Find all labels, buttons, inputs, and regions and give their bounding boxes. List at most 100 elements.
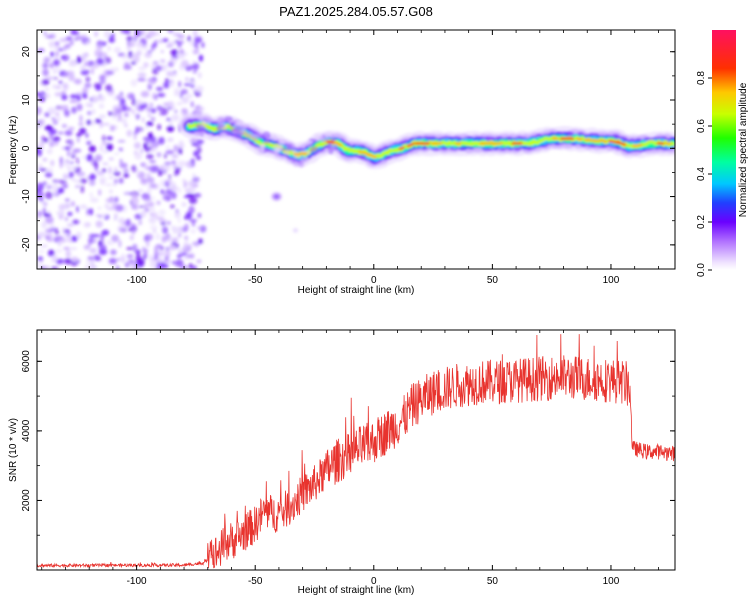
ridge-halo-blob [296,147,306,152]
noise-blob [175,152,179,161]
noise-blob [83,40,86,44]
noise-blob [147,83,152,91]
noise-blob [98,189,102,196]
colorbar-tick-label: 0.8 [696,71,707,85]
noise-blob [190,229,196,234]
noise-blob [74,185,81,188]
noise-blob [44,112,50,117]
noise-blob [37,182,45,191]
noise-blob [37,107,42,115]
noise-blob [138,104,148,109]
noise-blob [167,42,172,47]
noise-blob [132,165,137,173]
noise-blob [37,147,41,155]
noise-blob [163,102,169,107]
noise-blob [98,94,106,102]
noise-blob [40,118,45,126]
noise-blob [93,160,99,168]
noise-blob [59,210,65,216]
noise-blob [149,160,157,163]
noise-blob [119,98,126,105]
noise-blob [192,176,200,183]
noise-blob [151,196,156,200]
noise-blob [113,152,120,156]
noise-blob [134,152,143,160]
noise-blob [149,225,158,230]
noise-blob [43,202,48,207]
noise-blob [45,216,54,224]
noise-blob [158,209,166,216]
noise-blob [195,85,204,93]
noise-blob [154,250,159,258]
noise-blob [189,80,196,85]
noise-blob [127,40,130,46]
noise-blob [113,46,121,54]
noise-blob [160,189,164,195]
noise-blob [78,122,84,126]
noise-blob [154,246,157,253]
noise-blob [156,200,161,205]
noise-blob [89,179,96,186]
noise-blob [130,53,139,62]
noise-blob [140,30,146,36]
noise-blob [183,256,191,260]
noise-blob [178,232,182,238]
noise-blob [143,136,151,141]
noise-blob [71,201,75,207]
noise-blob [123,112,129,118]
noise-blob [113,196,119,203]
noise-blob [190,158,195,164]
noise-blob [63,45,66,52]
noise-blob [126,247,134,250]
noise-blob [178,187,182,194]
noise-blob [171,114,180,121]
noise-blob [132,243,138,251]
ridge-halo-blob [237,120,245,126]
noise-blob [147,30,157,37]
noise-blob [178,48,184,54]
noise-blob [98,248,108,255]
noise-blob [47,107,57,115]
noise-blob [192,60,197,66]
noise-blob [159,59,166,63]
noise-blob [92,234,100,238]
stray-blobs [271,192,299,233]
noise-blob [180,112,185,116]
noise-blob [76,132,82,137]
noise-blob [66,149,71,157]
noise-blob [55,85,62,90]
noise-blob [194,193,202,198]
noise-blob [106,197,115,204]
noise-blob [135,126,139,135]
noise-blob [189,180,195,187]
x-tick-label: 100 [603,576,620,587]
noise-blob [146,146,153,150]
noise-blob [44,125,53,131]
noise-blob [177,160,187,167]
y-tick-label: 0 [21,145,32,151]
y-tick-label: 6000 [21,350,32,373]
noise-blob [37,143,40,146]
ridge-halo-blob [193,131,203,136]
noise-blob [88,145,97,153]
ridge-hot-segment [398,146,405,150]
ridge-hot-segment [366,152,377,159]
noise-blob [102,41,107,46]
noise-blob [76,157,80,165]
noise-blob [177,40,182,48]
noise-blob [189,140,198,143]
noise-blob [68,171,74,179]
noise-blob [147,186,152,195]
noise-blob [43,265,50,269]
noise-blob [174,166,180,174]
ridge-halo-blob [220,132,227,137]
noise-blob [45,34,54,39]
noise-blob [80,185,85,194]
noise-blob [171,187,179,192]
noise-blob [149,261,157,269]
noise-blob [54,235,64,241]
noise-blob [123,173,130,178]
noise-blob [170,40,176,46]
noise-blob [37,125,42,130]
noise-blob [162,226,169,234]
